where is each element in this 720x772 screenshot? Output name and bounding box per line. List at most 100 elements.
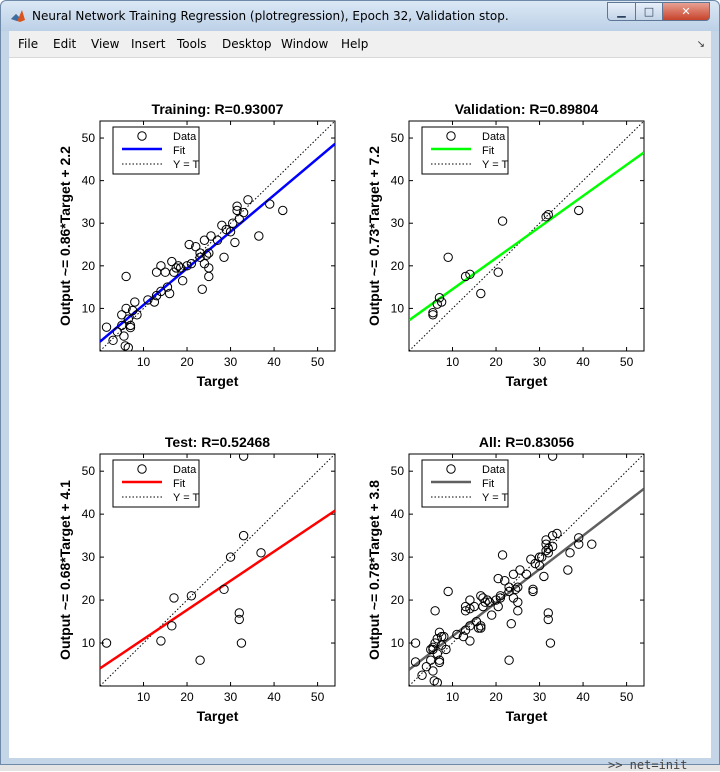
title-bar[interactable]: Neural Network Training Regression (plot… [1,1,719,31]
data-point [199,235,210,245]
data-point [265,199,275,209]
x-tick-label: 30 [224,355,238,369]
plot-title: Training: R=0.93007 [152,101,284,117]
data-point [495,593,506,603]
data-point [195,252,205,262]
data-point [410,657,421,667]
x-axis-label: Target [197,708,239,724]
data-point [476,621,486,631]
data-point [234,608,244,618]
y-tick-label: 10 [82,301,96,315]
y-tick-label: 50 [82,464,96,478]
data-point [574,205,584,216]
data-point [441,644,451,655]
plot-title: All: R=0.83056 [479,434,575,450]
data-point [278,205,288,216]
data-point [436,631,447,642]
data-points [101,195,288,351]
data-point [254,231,264,241]
x-tick-label: 10 [137,355,151,369]
data-point [186,591,197,601]
x-axis-label: Target [506,373,548,389]
fit-line [409,151,644,322]
data-point [515,565,525,575]
matlab-logo-icon [11,10,25,22]
data-point [541,539,551,549]
data-point [521,569,532,579]
legend-data-marker [137,131,147,141]
y-axis-label: Output ~= 0.68*Target + 4.1 [57,480,73,660]
data-point [428,666,438,676]
data-point [434,293,445,303]
menu-help[interactable]: Help [341,37,369,51]
plot-2: 10 20 30 40 50 10 20 30 40 50 Validation: R=0.8980… [366,101,645,389]
data-point [430,606,440,616]
data-point [132,310,142,320]
legend-label: Y = T [173,159,199,171]
data-point [465,636,475,646]
data-point [421,661,432,672]
data-point [108,335,118,346]
menu-edit[interactable]: Edit [53,37,77,51]
data-point [182,261,192,271]
legend-box [421,459,509,508]
data-point [465,621,475,631]
data-point [149,297,160,307]
plot-title: Validation: R=0.89804 [455,101,599,117]
menu-desktop[interactable]: Desktop [222,37,272,51]
close-button[interactable]: ✕ [662,2,710,21]
data-point [504,586,514,597]
data-point [486,610,497,620]
data-point [243,195,253,205]
minimize-button[interactable]: ▁ [607,2,636,21]
data-point [476,591,486,601]
data-point [458,631,469,642]
data-point [175,263,186,273]
data-point [504,655,514,665]
fit-line [100,509,335,670]
data-point [528,584,538,595]
dock-arrow-icon[interactable]: ↘ [696,39,705,50]
menu-insert[interactable]: Insert [131,37,166,51]
data-point [537,552,547,562]
data-point [547,530,558,541]
legend-data-marker [137,464,147,474]
data-point [552,528,562,539]
x-tick-label: 50 [620,690,634,704]
data-point [125,322,136,333]
data-point [545,638,556,648]
legend-label: Data [173,464,197,476]
data-point [238,207,249,218]
data-point [184,239,194,250]
data-point [123,314,133,324]
data-point [206,231,216,241]
x-tick-label: 50 [311,690,325,704]
menu-file[interactable]: File [18,37,39,51]
data-point [513,582,523,592]
menu-view[interactable]: View [91,37,120,51]
y-tick-label: 40 [82,507,96,521]
data-point [225,227,236,237]
data-point [541,535,551,545]
data-point [167,256,177,267]
menu-tools[interactable]: Tools [177,37,207,51]
maximize-button[interactable]: □ [635,2,663,21]
plot-1: 10 20 30 40 50 10 20 30 40 50 Training: R=0.93007 T… [57,101,336,389]
y-tick-label: 40 [82,174,96,188]
x-tick-label: 40 [267,690,281,704]
menu-window[interactable]: Window [281,37,329,51]
background-window-strip [0,765,720,771]
data-point [156,636,166,646]
data-point [534,552,545,562]
data-point [230,237,240,248]
data-point [121,303,131,314]
y-axis-label: Output ~= 0.86*Target + 2.2 [57,146,73,326]
data-point [234,614,244,625]
legend-label: Fit [482,478,494,490]
data-point [201,250,212,260]
data-point [219,252,229,262]
data-point [236,638,247,648]
data-point [156,286,166,297]
x-tick-label: 10 [446,355,460,369]
